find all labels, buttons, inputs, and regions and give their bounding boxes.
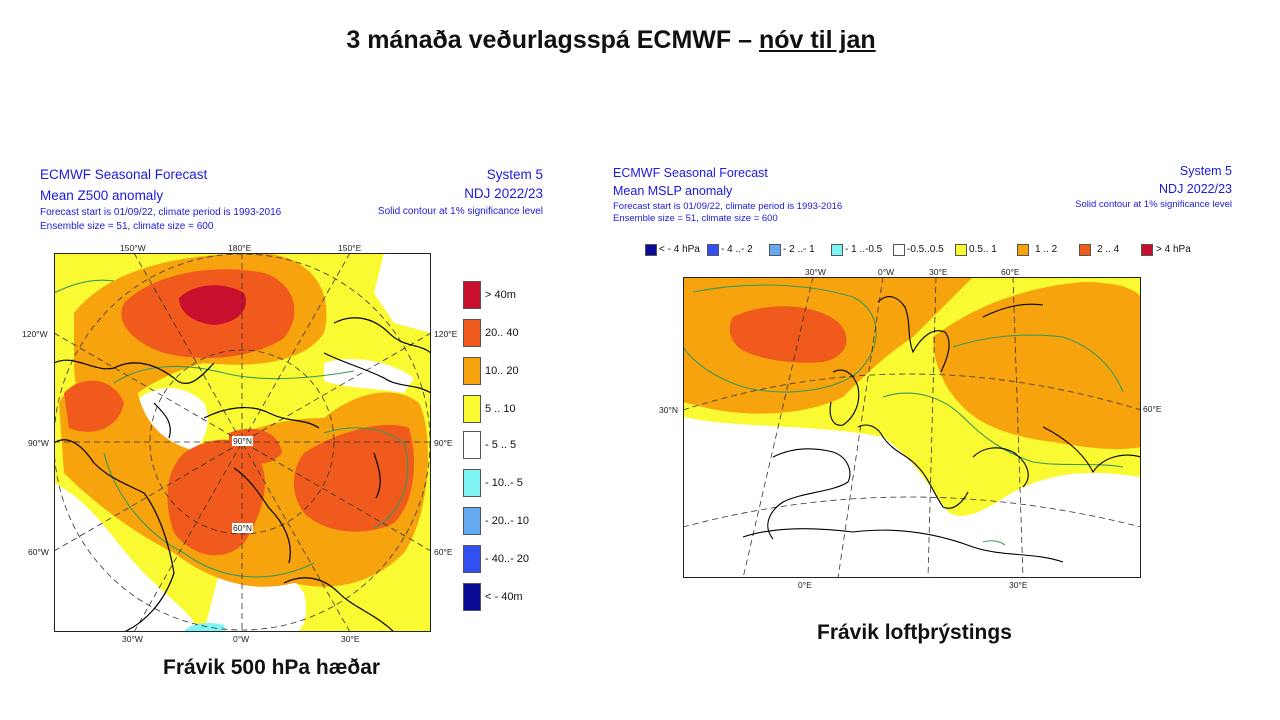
z500-legend-swatch (463, 395, 481, 423)
left-coord-60n: 60°N (232, 523, 253, 533)
z500-legend-swatch (463, 431, 481, 459)
slide-title: 3 mánaða veðurlagsspá ECMWF – nóv til ja… (0, 26, 1222, 55)
left-header-ensemble: Ensemble size = 51, climate size = 600 (40, 221, 214, 232)
mslp-legend-swatch (1079, 244, 1091, 256)
z500-legend-label: - 5 .. 5 (485, 439, 517, 451)
mslp-legend-label: < - 4 hPa (659, 244, 700, 255)
mslp-legend-label: - 2 ..- 1 (783, 244, 815, 255)
left-caption: Frávik 500 hPa hæðar (163, 656, 381, 679)
z500-legend-label: 5 .. 10 (485, 403, 516, 415)
z500-legend-label: - 40..- 20 (485, 553, 530, 565)
mslp-anomaly-map (683, 277, 1141, 578)
z500-legend-swatch (463, 319, 481, 347)
mslp-legend-swatch (831, 244, 843, 256)
z500-legend-label: > 40m (485, 289, 516, 301)
mslp-legend-label: 0.5.. 1 (969, 244, 997, 255)
mslp-legend-label: > 4 hPa (1156, 244, 1191, 255)
left-header-forecast-start: Forecast start is 01/09/22, climate peri… (40, 207, 282, 218)
mslp-legend-label: - 4 ..- 2 (721, 244, 753, 255)
left-coord-60e: 60°E (434, 547, 453, 557)
mslp-legend-label: - 1 ..-0.5 (845, 244, 883, 255)
z500-legend-swatch (463, 469, 481, 497)
slide-title-main: 3 mánaða veðurlagsspá ECMWF – (346, 26, 759, 54)
z500-legend-swatch (463, 583, 481, 611)
right-coord-60e-top: 60°E (1001, 267, 1020, 277)
right-coord-0e: 0°E (798, 580, 812, 590)
right-header-system: System 5 (1179, 164, 1232, 178)
right-coord-0w: 0°W (878, 267, 895, 277)
left-coord-150w: 150°W (120, 243, 146, 253)
z500-legend-swatch (463, 507, 481, 535)
left-coord-120w: 120°W (22, 329, 48, 339)
left-coord-120e: 120°E (434, 329, 458, 339)
mslp-legend-label: 1 .. 2 (1035, 244, 1058, 255)
z500-legend-label: 20.. 40 (485, 327, 519, 339)
left-coord-180: 180°E (228, 243, 252, 253)
z500-legend-label: 10.. 20 (485, 365, 519, 377)
right-coord-30e: 30°E (929, 267, 948, 277)
mslp-legend-swatch (645, 244, 657, 256)
left-coord-30e: 30°E (341, 634, 360, 644)
left-coord-60w: 60°W (28, 547, 49, 557)
z500-legend-label: - 10..- 5 (485, 477, 523, 489)
left-coord-90e: 90°E (434, 438, 453, 448)
mslp-legend-label: -0.5..0.5 (907, 244, 944, 255)
z500-anomaly-map (54, 253, 431, 632)
right-coord-30n: 30°N (659, 405, 678, 415)
left-header-variable: Mean Z500 anomaly (40, 188, 164, 203)
z500-legend-label: < - 40m (485, 591, 523, 603)
right-coord-60e: 60°E (1143, 404, 1162, 414)
mslp-legend-swatch (955, 244, 967, 256)
left-header-system: System 5 (486, 167, 543, 182)
mslp-legend-label: 2 .. 4 (1097, 244, 1120, 255)
left-coord-90w: 90°W (28, 438, 49, 448)
z500-legend-label: - 20..- 10 (485, 515, 530, 527)
right-coord-30w: 30°W (805, 267, 826, 277)
mslp-legend-swatch (1017, 244, 1029, 256)
mslp-legend-swatch (893, 244, 905, 256)
left-coord-30w: 30°W (122, 634, 143, 644)
right-header-title: ECMWF Seasonal Forecast (613, 166, 768, 180)
right-header-variable: Mean MSLP anomaly (613, 184, 733, 198)
left-coord-150e: 150°E (338, 243, 362, 253)
mslp-legend-swatch (769, 244, 781, 256)
z500-legend-swatch (463, 545, 481, 573)
slide-title-period: nóv til jan (758, 26, 876, 54)
left-header-significance: Solid contour at 1% significance level (377, 206, 543, 217)
right-header-period: NDJ 2022/23 (1159, 182, 1232, 196)
left-header-period: NDJ 2022/23 (464, 186, 543, 201)
z500-legend-swatch (463, 281, 481, 309)
left-header-title: ECMWF Seasonal Forecast (40, 167, 208, 182)
right-coord-30e-bottom: 30°E (1009, 580, 1028, 590)
right-header-forecast-start: Forecast start is 01/09/22, climate peri… (613, 201, 843, 212)
mslp-legend-swatch (707, 244, 719, 256)
right-header-significance: Solid contour at 1% significance level (1075, 199, 1232, 210)
left-coord-0w: 0°W (233, 634, 250, 644)
mslp-legend-swatch (1141, 244, 1153, 256)
right-header-ensemble: Ensemble size = 51, climate size = 600 (613, 213, 778, 224)
right-caption: Frávik loftþrýstings (817, 621, 1012, 644)
left-coord-90n: 90°N (232, 436, 253, 446)
z500-legend-swatch (463, 357, 481, 385)
